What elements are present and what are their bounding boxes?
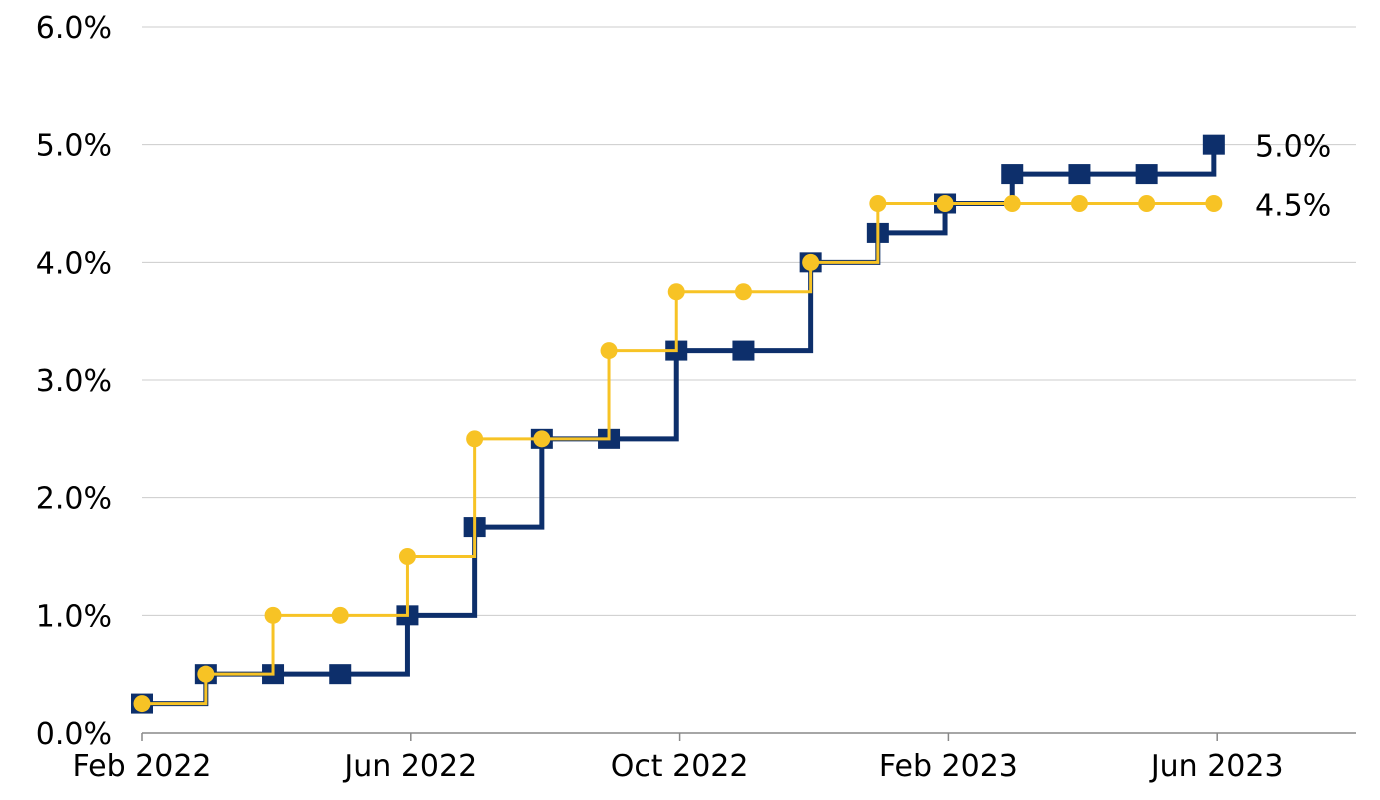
- series-gold-marker: [936, 195, 954, 212]
- series-gold-line: [142, 202, 1214, 706]
- series-gold-marker: [398, 548, 416, 565]
- series-gold-marker: [533, 430, 551, 448]
- series-navy-marker: [329, 664, 352, 685]
- series-navy-marker: [1202, 134, 1225, 155]
- series-gold-marker: [331, 606, 349, 624]
- series-navy-end-label: 5.0%: [1255, 130, 1331, 165]
- series-gold-marker: [264, 606, 282, 624]
- series-gold-marker: [600, 342, 618, 360]
- series-navy-marker: [732, 340, 755, 361]
- series-layer: [131, 134, 1225, 714]
- series-gold-end-label: 4.5%: [1255, 189, 1331, 224]
- label-layer: 0.0% 1.0% 2.0% 3.0% 4.0% 5.0% 6.0% Feb 2022 Jun …: [36, 11, 1331, 784]
- series-navy-marker: [1135, 164, 1158, 185]
- series-gold-marker: [1205, 195, 1223, 212]
- series-navy-marker: [1068, 164, 1091, 185]
- series-navy-line: [142, 144, 1217, 707]
- x-tick-label: Oct 2022: [611, 749, 749, 784]
- x-tick-label: Jun 2022: [342, 749, 477, 784]
- series-gold-marker: [667, 283, 685, 301]
- series-gold-marker: [869, 195, 887, 212]
- series-gold-marker: [466, 430, 484, 448]
- series-gold-marker: [1070, 195, 1088, 212]
- series-gold-marker: [1003, 195, 1021, 212]
- x-tick-label: Jun 2023: [1149, 749, 1284, 784]
- series-navy: [131, 134, 1225, 714]
- y-tick-label: 2.0%: [36, 482, 112, 517]
- series-gold-marker: [802, 253, 820, 271]
- series-gold-marker: [734, 283, 752, 301]
- series-gold: [133, 195, 1223, 713]
- y-tick-label: 6.0%: [36, 11, 112, 46]
- y-tick-label: 0.0%: [36, 717, 112, 752]
- grid-layer: [142, 26, 1356, 616]
- series-gold-marker: [1138, 195, 1156, 212]
- axis-layer: [141, 732, 1356, 741]
- y-tick-label: 1.0%: [36, 599, 112, 634]
- x-tick-label: Feb 2023: [879, 749, 1018, 784]
- y-tick-label: 3.0%: [36, 364, 112, 399]
- y-tick-label: 4.0%: [36, 246, 112, 281]
- y-tick-label: 5.0%: [36, 129, 112, 164]
- x-tick-label: Feb 2022: [73, 749, 212, 784]
- series-navy-marker: [1001, 164, 1024, 185]
- series-gold-marker: [133, 695, 151, 713]
- series-gold-marker: [197, 665, 215, 683]
